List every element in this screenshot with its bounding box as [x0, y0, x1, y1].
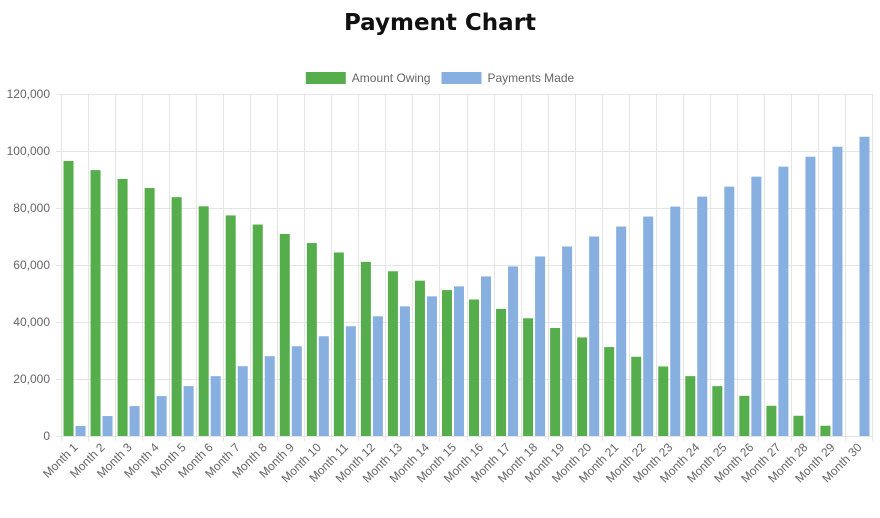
bar-amount-owing[interactable] [550, 327, 561, 436]
bar-payments-made[interactable] [643, 216, 654, 436]
bar-payments-made[interactable] [318, 336, 329, 436]
bar-amount-owing[interactable] [171, 197, 182, 436]
chart-title: Payment Chart [343, 10, 537, 36]
bar-payments-made[interactable] [859, 136, 870, 436]
bar-amount-owing[interactable] [333, 252, 344, 436]
bar-payments-made[interactable] [345, 326, 356, 436]
legend-label: Amount Owing [352, 71, 431, 85]
bar-amount-owing[interactable] [441, 290, 452, 436]
bar-amount-owing[interactable] [225, 215, 236, 436]
bar-payments-made[interactable] [481, 276, 492, 436]
bar-payments-made[interactable] [508, 266, 519, 436]
legend-swatch [441, 72, 482, 84]
bar-payments-made[interactable] [562, 246, 573, 436]
bar-payments-made[interactable] [129, 406, 140, 436]
bar-payments-made[interactable] [832, 146, 843, 436]
bar-amount-owing[interactable] [631, 356, 642, 436]
y-tick-label: 20,000 [13, 372, 50, 386]
bar-payments-made[interactable] [453, 286, 464, 436]
bar-amount-owing[interactable] [523, 318, 534, 436]
legend-item-amount-owing[interactable]: Amount Owing [305, 71, 431, 85]
bar-payments-made[interactable] [210, 376, 221, 436]
bar-amount-owing[interactable] [387, 271, 398, 436]
y-tick-label: 120,000 [7, 87, 51, 101]
bar-payments-made[interactable] [183, 386, 194, 436]
bar-payments-made[interactable] [372, 316, 383, 436]
bar-payments-made[interactable] [264, 356, 275, 436]
bar-amount-owing[interactable] [414, 280, 425, 436]
bar-payments-made[interactable] [535, 256, 546, 436]
bar-amount-owing[interactable] [496, 308, 507, 436]
bar-amount-owing[interactable] [712, 386, 723, 436]
bar-amount-owing[interactable] [739, 395, 750, 436]
y-axis-ticks: 0 20,000 40,000 60,000 80,000 100,000 120,000 [7, 87, 51, 443]
y-tick-label: 60,000 [13, 258, 50, 272]
y-tick-label: 40,000 [13, 315, 50, 329]
y-tick-label: 0 [43, 429, 50, 443]
bar-amount-owing[interactable] [469, 299, 480, 436]
bars [63, 136, 870, 437]
bar-amount-owing[interactable] [63, 160, 74, 436]
bar-amount-owing[interactable] [793, 415, 804, 436]
bar-payments-made[interactable] [670, 206, 681, 436]
bar-amount-owing[interactable] [252, 224, 263, 436]
legend-swatch [305, 72, 346, 84]
legend-item-payments-made[interactable]: Payments Made [441, 71, 575, 85]
bar-payments-made[interactable] [616, 226, 627, 436]
bar-amount-owing[interactable] [198, 206, 209, 436]
bar-amount-owing[interactable] [144, 188, 155, 436]
bar-amount-owing[interactable] [306, 243, 317, 436]
bar-amount-owing[interactable] [685, 376, 696, 436]
bar-payments-made[interactable] [75, 426, 86, 436]
bar-payments-made[interactable] [751, 176, 762, 436]
bar-payments-made[interactable] [426, 296, 437, 436]
bar-amount-owing[interactable] [604, 347, 615, 436]
bar-amount-owing[interactable] [766, 405, 777, 436]
bar-payments-made[interactable] [697, 196, 708, 436]
bar-payments-made[interactable] [589, 236, 600, 437]
bar-amount-owing[interactable] [577, 337, 588, 436]
bar-payments-made[interactable] [778, 166, 789, 437]
bar-amount-owing[interactable] [117, 178, 128, 436]
legend[interactable]: Amount Owing Payments Made [305, 71, 575, 85]
bar-payments-made[interactable] [724, 186, 735, 436]
bar-payments-made[interactable] [237, 366, 248, 436]
bar-payments-made[interactable] [399, 306, 410, 436]
bar-payments-made[interactable] [102, 416, 113, 436]
grid-lines [56, 94, 873, 441]
bar-amount-owing[interactable] [90, 170, 101, 436]
bar-payments-made[interactable] [156, 396, 167, 436]
bar-payments-made[interactable] [805, 156, 816, 436]
y-tick-label: 80,000 [13, 201, 50, 215]
bar-payments-made[interactable] [291, 346, 302, 436]
bar-amount-owing[interactable] [658, 366, 669, 436]
y-tick-label: 100,000 [7, 144, 51, 158]
bar-amount-owing[interactable] [820, 425, 831, 436]
legend-label: Payments Made [487, 71, 574, 85]
bar-amount-owing[interactable] [279, 233, 290, 436]
bar-amount-owing[interactable] [360, 261, 371, 436]
